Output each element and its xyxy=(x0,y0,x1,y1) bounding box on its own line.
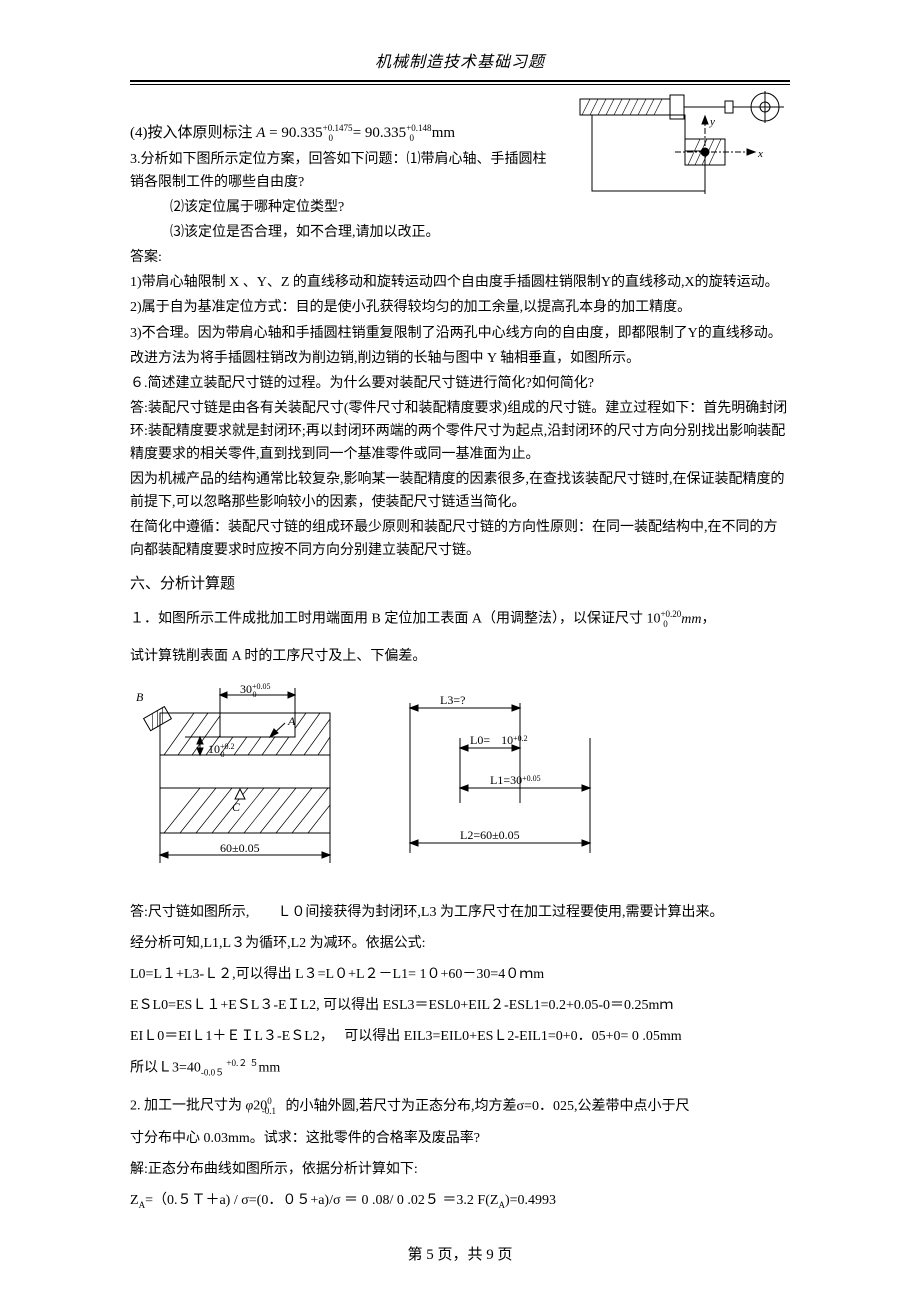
p1-tail: ， xyxy=(702,612,716,627)
prefix: (4)按入体原则标注 xyxy=(130,125,256,141)
p1-val: 10 xyxy=(646,612,660,627)
sub2: 0 xyxy=(410,133,415,143)
q6-ans3: 在简化中遵循：装配尺寸链的组成环最少原则和装配尺寸链的方向性原则：在同一装配结构… xyxy=(130,516,790,562)
q3-line3: ⑶该定位是否合理，如不合理,请加以改正。 xyxy=(130,221,790,244)
chain-l1: L1=30+0.05 xyxy=(490,773,541,787)
dim-60: 60±0.05 xyxy=(220,841,260,855)
label-B: B xyxy=(136,690,144,704)
q6-ans2: 因为机械产品的结构通常比较复杂,影响某一装配精度的因素很多,在查找该装配尺寸链时… xyxy=(130,468,790,514)
za: Z xyxy=(130,1193,139,1208)
diagram-row: 30+0.050 A B 10+0.20 C 60±0.05 xyxy=(130,683,790,881)
part-drawing: 30+0.050 A B 10+0.20 C 60±0.05 xyxy=(130,683,350,881)
p1-q2: 试计算铣削表面 A 时的工序尺寸及上、下偏差。 xyxy=(130,645,790,668)
c4-prefix: 所以Ｌ3=40 xyxy=(130,1061,201,1076)
p1-unit: mm xyxy=(681,612,701,627)
q6-ans1: 答:装配尺寸链是由各有关装配尺寸(零件尺寸和装配精度要求)组成的尺寸链。建立过程… xyxy=(130,397,790,466)
sup1: +0.1475 xyxy=(323,123,353,133)
q6-line1: ６.简述建立装配尺寸链的过程。为什么要对装配尺寸链进行简化?如何简化? xyxy=(130,372,790,395)
p2-qb: 的小轴外圆,若尺寸为正态分布,均方差σ=0．025,公差带中点小于尺 xyxy=(286,1099,690,1114)
sub1: 0 xyxy=(328,133,333,143)
q3-ans4: 改进方法为将手插圆柱销改为削边销,削边销的长轴与图中 Y 轴相垂直，如图所示。 xyxy=(130,347,790,370)
p1-qa: １．如图所示工件成批加工时用端面用 B 定位加工表面 A（用调整法），以保证尺寸 xyxy=(130,612,646,627)
c4-unit: mm xyxy=(258,1061,280,1076)
unit: mm xyxy=(432,125,455,141)
p1-c1: L0=L１+L3-Ｌ２,可以得出 L３=L０+L２－L1= 1０+60－30=4… xyxy=(130,963,790,986)
p1-ans-intro: 答:尺寸链如图所示, Ｌ０间接获得为封闭环,L3 为工序尺寸在加工过程要使用,需… xyxy=(130,901,790,924)
p1-c2: EＳL0=ESＬ１+EＳL３-EＩL2, 可以得出 ESL3＝ESL0+EIL２… xyxy=(130,994,790,1017)
sup2: +0.148 xyxy=(406,123,431,133)
p1-sub: 0 xyxy=(663,619,668,629)
c4-sub: -0.0５ xyxy=(201,1068,224,1078)
dim-10: 10+0.20 xyxy=(208,742,235,759)
p2-sub: -0.1 xyxy=(262,1106,276,1116)
eq2: = 90.335 xyxy=(353,125,406,141)
eq1: = 90.335 xyxy=(269,125,322,141)
chain-l0: L0= 10+0.2 xyxy=(470,733,528,747)
chain-l2: L2=60±0.05 xyxy=(460,828,520,842)
p1-c4: 所以Ｌ3=40-0.0５ +0.２ ５mm xyxy=(130,1056,790,1080)
za-rest: =（0.５Ｔ＋a) / σ=(0．０５+a)/σ ＝ 0 .08/ 0 .02５… xyxy=(145,1193,498,1208)
page-footer: 第 5 页，共 9 页 xyxy=(0,1243,920,1264)
svg-text:y: y xyxy=(709,116,715,128)
q3-ans2: 2)属于自为基准定位方式：目的是使小孔获得较均匀的加工余量,以提高孔本身的加工精… xyxy=(130,296,790,319)
content-body: x y (4)按入体原则标注 A = 90.335+0.14750 = 90.3… xyxy=(130,121,790,1213)
section-6-title: 六、分析计算题 xyxy=(130,572,790,597)
var-A: A xyxy=(256,125,265,141)
dim30-val: 30 xyxy=(240,683,252,696)
p2-question: 2. 加工一批尺寸为 φ200-0.1 的小轴外圆,若尺寸为正态分布,均方差σ=… xyxy=(130,1094,790,1118)
p2-q2: 寸分布中心 0.03mm。试求：这批零件的合格率及废品率? xyxy=(130,1127,790,1150)
label-C: C xyxy=(232,800,241,814)
p2-c1: ZA=（0.５Ｔ＋a) / σ=(0．０５+a)/σ ＝ 0 .08/ 0 .0… xyxy=(130,1189,790,1213)
header-divider xyxy=(130,80,790,85)
dim-30: 30+0.050 xyxy=(240,683,271,699)
dimension-chain-diagram: L3=? L0= 10+0.2 L1=30+0.05 L2=60±0.05 xyxy=(390,683,600,881)
za-end: )=0.4993 xyxy=(505,1193,556,1208)
label-A: A xyxy=(287,714,296,728)
chain-l3: L3=? xyxy=(440,693,465,707)
q3-line4: 答案: xyxy=(130,246,790,269)
svg-text:x: x xyxy=(757,148,763,160)
p2-qa: 2. 加工一批尺寸为 xyxy=(130,1099,242,1114)
fixture-diagram: x y xyxy=(560,91,790,221)
p1-question: １．如图所示工件成批加工时用端面用 B 定位加工表面 A（用调整法），以保证尺寸… xyxy=(130,607,790,631)
q3-ans3: 3)不合理。因为带肩心轴和手插圆柱销重复限制了沿两孔中心线方向的自由度，即都限制… xyxy=(130,322,790,345)
c4-sup: +0.２ ５ xyxy=(224,1058,258,1068)
p2-sup: 0 xyxy=(267,1096,272,1106)
p1-sup: +0.20 xyxy=(660,609,681,619)
p1-c3: EIＬ0＝EIＬ1＋ＥＩL３-EＳL2， 可以得出 EIL3=EIL0+ESＬ2… xyxy=(130,1025,790,1048)
p2-a1: 解:正态分布曲线如图所示，依据分析计算如下: xyxy=(130,1158,790,1181)
page-header-title: 机械制造技术基础习题 xyxy=(130,48,790,72)
q3-ans1: 1)带肩心轴限制 X 、Y、Z 的直线移动和旋转运动四个自由度手插圆柱销限制Y的… xyxy=(130,271,790,294)
p1-ans2: 经分析可知,L1,L３为循环,L2 为减环。依据公式: xyxy=(130,932,790,955)
